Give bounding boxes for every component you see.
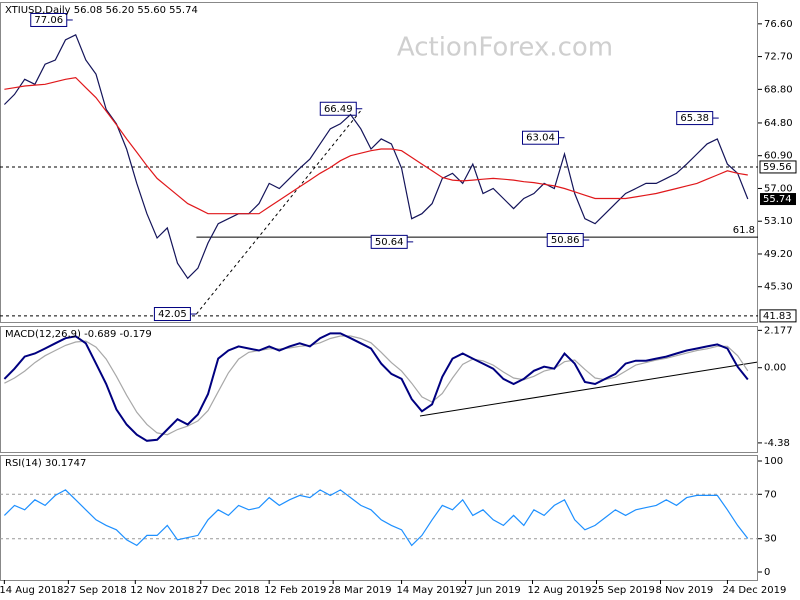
last-price: 55.74 [763, 194, 792, 205]
x-tick-label: 24 Dec 2019 [722, 585, 786, 596]
annotation-box [370, 234, 408, 249]
trend-line [196, 108, 363, 315]
annotation-label: 50.86 [551, 235, 580, 246]
y-tick-label: 72.70 [764, 52, 793, 63]
last-price-box [760, 193, 796, 206]
y-tick-label: 76.60 [764, 19, 793, 30]
level-value: 41.83 [763, 311, 792, 322]
y-tick-label: 49.20 [764, 249, 793, 260]
y-tick-label: -4.38 [764, 438, 790, 449]
annotation-box [521, 130, 559, 145]
annotation-box [153, 307, 191, 322]
macd-trend-line [419, 361, 759, 417]
level-label: 61.8 [733, 225, 755, 236]
level-value: 59.56 [763, 162, 792, 173]
y-tick-label: 0.00 [764, 363, 786, 374]
y-tick-label: 2.177 [764, 325, 793, 336]
series-line [4, 335, 749, 436]
annotation-box [676, 111, 714, 126]
y-tick-label: 0 [764, 567, 770, 578]
x-tick-label: 14 Aug 2018 [0, 585, 63, 596]
annotation-box [319, 101, 357, 116]
x-tick-label: 12 Feb 2019 [264, 585, 326, 596]
panel-title: XTIUSD,Daily 56.08 56.20 55.60 55.74 [5, 5, 198, 16]
y-tick-label: 45.30 [764, 282, 793, 293]
y-tick-label: 64.80 [764, 118, 793, 129]
panel-frame [0, 455, 758, 581]
y-tick-label: 60.90 [764, 151, 793, 162]
annotation-box [546, 233, 584, 248]
panel-title: RSI(14) 30.1747 [5, 458, 86, 469]
series-line [4, 76, 748, 215]
x-tick-label: 12 Aug 2019 [527, 585, 591, 596]
series-line [3, 33, 749, 280]
annotation-label: 65.38 [680, 113, 709, 124]
level-box [759, 309, 797, 323]
x-tick-label: 14 May 2019 [397, 585, 462, 596]
series-line [3, 489, 749, 547]
x-tick-label: 27 Sep 2018 [63, 585, 126, 596]
panel-frame [0, 326, 758, 453]
x-tick-label: 8 Nov 2019 [656, 585, 714, 596]
series-line [3, 332, 749, 442]
annotation-label: 63.04 [526, 133, 555, 144]
y-tick-label: 70 [764, 489, 777, 500]
x-tick-label: 27 Dec 2018 [196, 585, 260, 596]
annotation-label: 50.64 [375, 237, 404, 248]
x-tick-label: 12 Nov 2018 [130, 585, 194, 596]
y-tick-label: 30 [764, 534, 777, 545]
watermark: ActionForex.com [397, 33, 613, 63]
y-tick-label: 57.00 [764, 183, 793, 194]
annotation-label: 77.06 [34, 15, 63, 26]
annotation-label: 66.49 [324, 104, 353, 115]
annotation-box [30, 12, 68, 27]
x-tick-label: 25 Sep 2019 [592, 585, 655, 596]
level-box [759, 160, 797, 174]
y-tick-label: 100 [764, 456, 783, 467]
panel-title: MACD(12,26,9) -0.689 -0.179 [5, 329, 152, 340]
panel-frame [0, 2, 758, 323]
y-tick-label: 68.80 [764, 84, 793, 95]
x-tick-label: 28 Mar 2019 [328, 585, 391, 596]
y-tick-label: 53.10 [764, 216, 793, 227]
annotation-label: 42.05 [158, 309, 187, 320]
x-tick-label: 27 Jun 2019 [461, 585, 521, 596]
